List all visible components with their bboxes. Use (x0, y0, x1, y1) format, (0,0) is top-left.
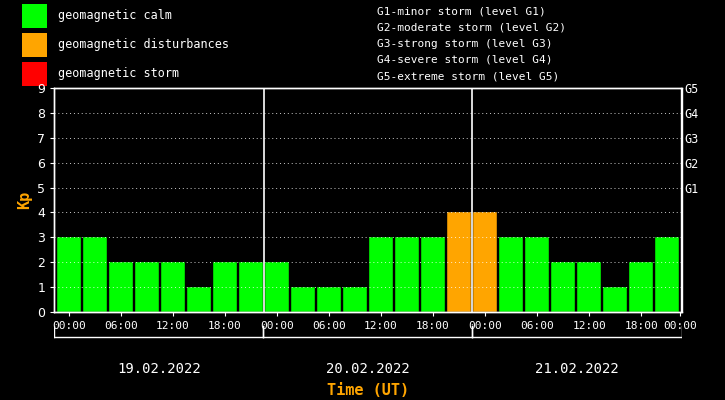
Bar (239, 262, 262, 312)
Bar (421, 237, 445, 312)
Text: G1-minor storm (level G1): G1-minor storm (level G1) (377, 6, 546, 16)
Text: geomagnetic storm: geomagnetic storm (58, 68, 179, 80)
Bar (22, 4, 47, 28)
Bar (22, 32, 47, 57)
Bar (655, 237, 679, 312)
Bar (109, 262, 133, 312)
Bar (395, 237, 419, 312)
Bar (265, 262, 289, 312)
Text: Time (UT): Time (UT) (327, 383, 409, 398)
Bar (57, 237, 80, 312)
Bar (22, 62, 47, 86)
Text: G2-moderate storm (level G2): G2-moderate storm (level G2) (377, 22, 566, 32)
Bar (317, 287, 341, 312)
Bar (577, 262, 601, 312)
Bar (499, 237, 523, 312)
Bar (369, 237, 393, 312)
Bar (629, 262, 653, 312)
Bar (213, 262, 237, 312)
Bar (135, 262, 159, 312)
Y-axis label: Kp: Kp (17, 191, 32, 209)
Text: 20.02.2022: 20.02.2022 (326, 362, 410, 376)
Text: G5-extreme storm (level G5): G5-extreme storm (level G5) (377, 71, 559, 81)
Text: 21.02.2022: 21.02.2022 (535, 362, 619, 376)
Text: geomagnetic calm: geomagnetic calm (58, 9, 172, 22)
Text: G3-strong storm (level G3): G3-strong storm (level G3) (377, 39, 552, 49)
Text: G4-severe storm (level G4): G4-severe storm (level G4) (377, 55, 552, 65)
Bar (551, 262, 575, 312)
Bar (187, 287, 211, 312)
Bar (83, 237, 107, 312)
Bar (603, 287, 627, 312)
Bar (291, 287, 315, 312)
Bar (161, 262, 185, 312)
Text: 19.02.2022: 19.02.2022 (117, 362, 201, 376)
Bar (343, 287, 367, 312)
Text: geomagnetic disturbances: geomagnetic disturbances (58, 38, 229, 51)
Bar (525, 237, 549, 312)
Bar (473, 212, 497, 312)
Bar (447, 212, 471, 312)
